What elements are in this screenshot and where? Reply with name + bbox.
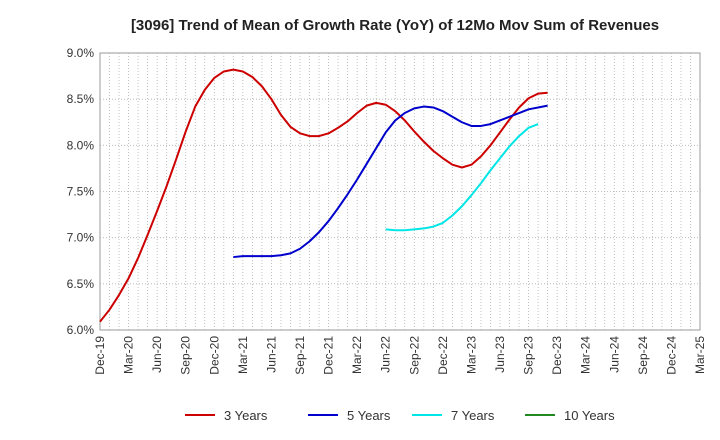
- x-tick-label: Sep-24: [636, 336, 650, 375]
- series-line-3-years: [99, 68, 548, 323]
- x-tick-label: Dec-20: [207, 336, 221, 375]
- x-tick-label: Sep-23: [522, 336, 536, 375]
- x-tick-label: Mar-25: [693, 336, 707, 374]
- x-tick-label: Dec-24: [664, 336, 678, 375]
- x-tick-label: Jun-22: [379, 336, 393, 373]
- x-tick-label: Jun-20: [150, 336, 164, 373]
- y-tick-label: 8.5%: [67, 92, 95, 106]
- y-gridlines: [100, 98, 700, 285]
- y-tick-label: 6.0%: [67, 323, 95, 337]
- y-tick-label: 9.0%: [67, 46, 95, 60]
- x-tick-label: Jun-21: [264, 336, 278, 373]
- y-axis-labels: 6.0% 6.5% 7.0% 7.5% 8.0% 8.5% 9.0%: [67, 46, 95, 337]
- x-tick-label: Jun-24: [607, 336, 621, 373]
- series-line-5-years: [233, 104, 548, 259]
- x-tick-label: Sep-21: [293, 336, 307, 375]
- x-tick-label: Sep-20: [179, 336, 193, 375]
- x-tick-label: Mar-23: [464, 336, 478, 374]
- x-tick-label: Mar-22: [350, 336, 364, 374]
- x-tick-label: Dec-23: [550, 336, 564, 375]
- series-line-7-years: [385, 123, 539, 232]
- legend-label: 3 Years: [224, 408, 268, 423]
- x-tick-label: Sep-22: [407, 336, 421, 375]
- x-tick-label: Mar-20: [122, 336, 136, 374]
- x-tick-label: Dec-19: [93, 336, 107, 375]
- legend-label: 10 Years: [564, 408, 615, 423]
- legend-label: 5 Years: [347, 408, 391, 423]
- x-tick-label: Jun-23: [493, 336, 507, 373]
- x-tick-label: Dec-22: [436, 336, 450, 375]
- x-tick-label: Mar-21: [236, 336, 250, 374]
- chart-title: [3096] Trend of Mean of Growth Rate (YoY…: [131, 17, 659, 34]
- x-tick-label: Dec-21: [322, 336, 336, 375]
- y-tick-label: 6.5%: [67, 277, 95, 291]
- y-tick-label: 7.0%: [67, 231, 95, 245]
- x-tick-label: Mar-24: [579, 336, 593, 374]
- series-lines: [99, 68, 548, 323]
- y-tick-label: 7.5%: [67, 185, 95, 199]
- legend: 3 Years 5 Years 7 Years 10 Years: [185, 408, 615, 423]
- legend-label: 7 Years: [451, 408, 495, 423]
- x-axis-labels: Dec-19 Mar-20 Jun-20 Sep-20 Dec-20 Mar-21 Jun-…: [93, 336, 707, 375]
- y-tick-label: 8.0%: [67, 138, 95, 152]
